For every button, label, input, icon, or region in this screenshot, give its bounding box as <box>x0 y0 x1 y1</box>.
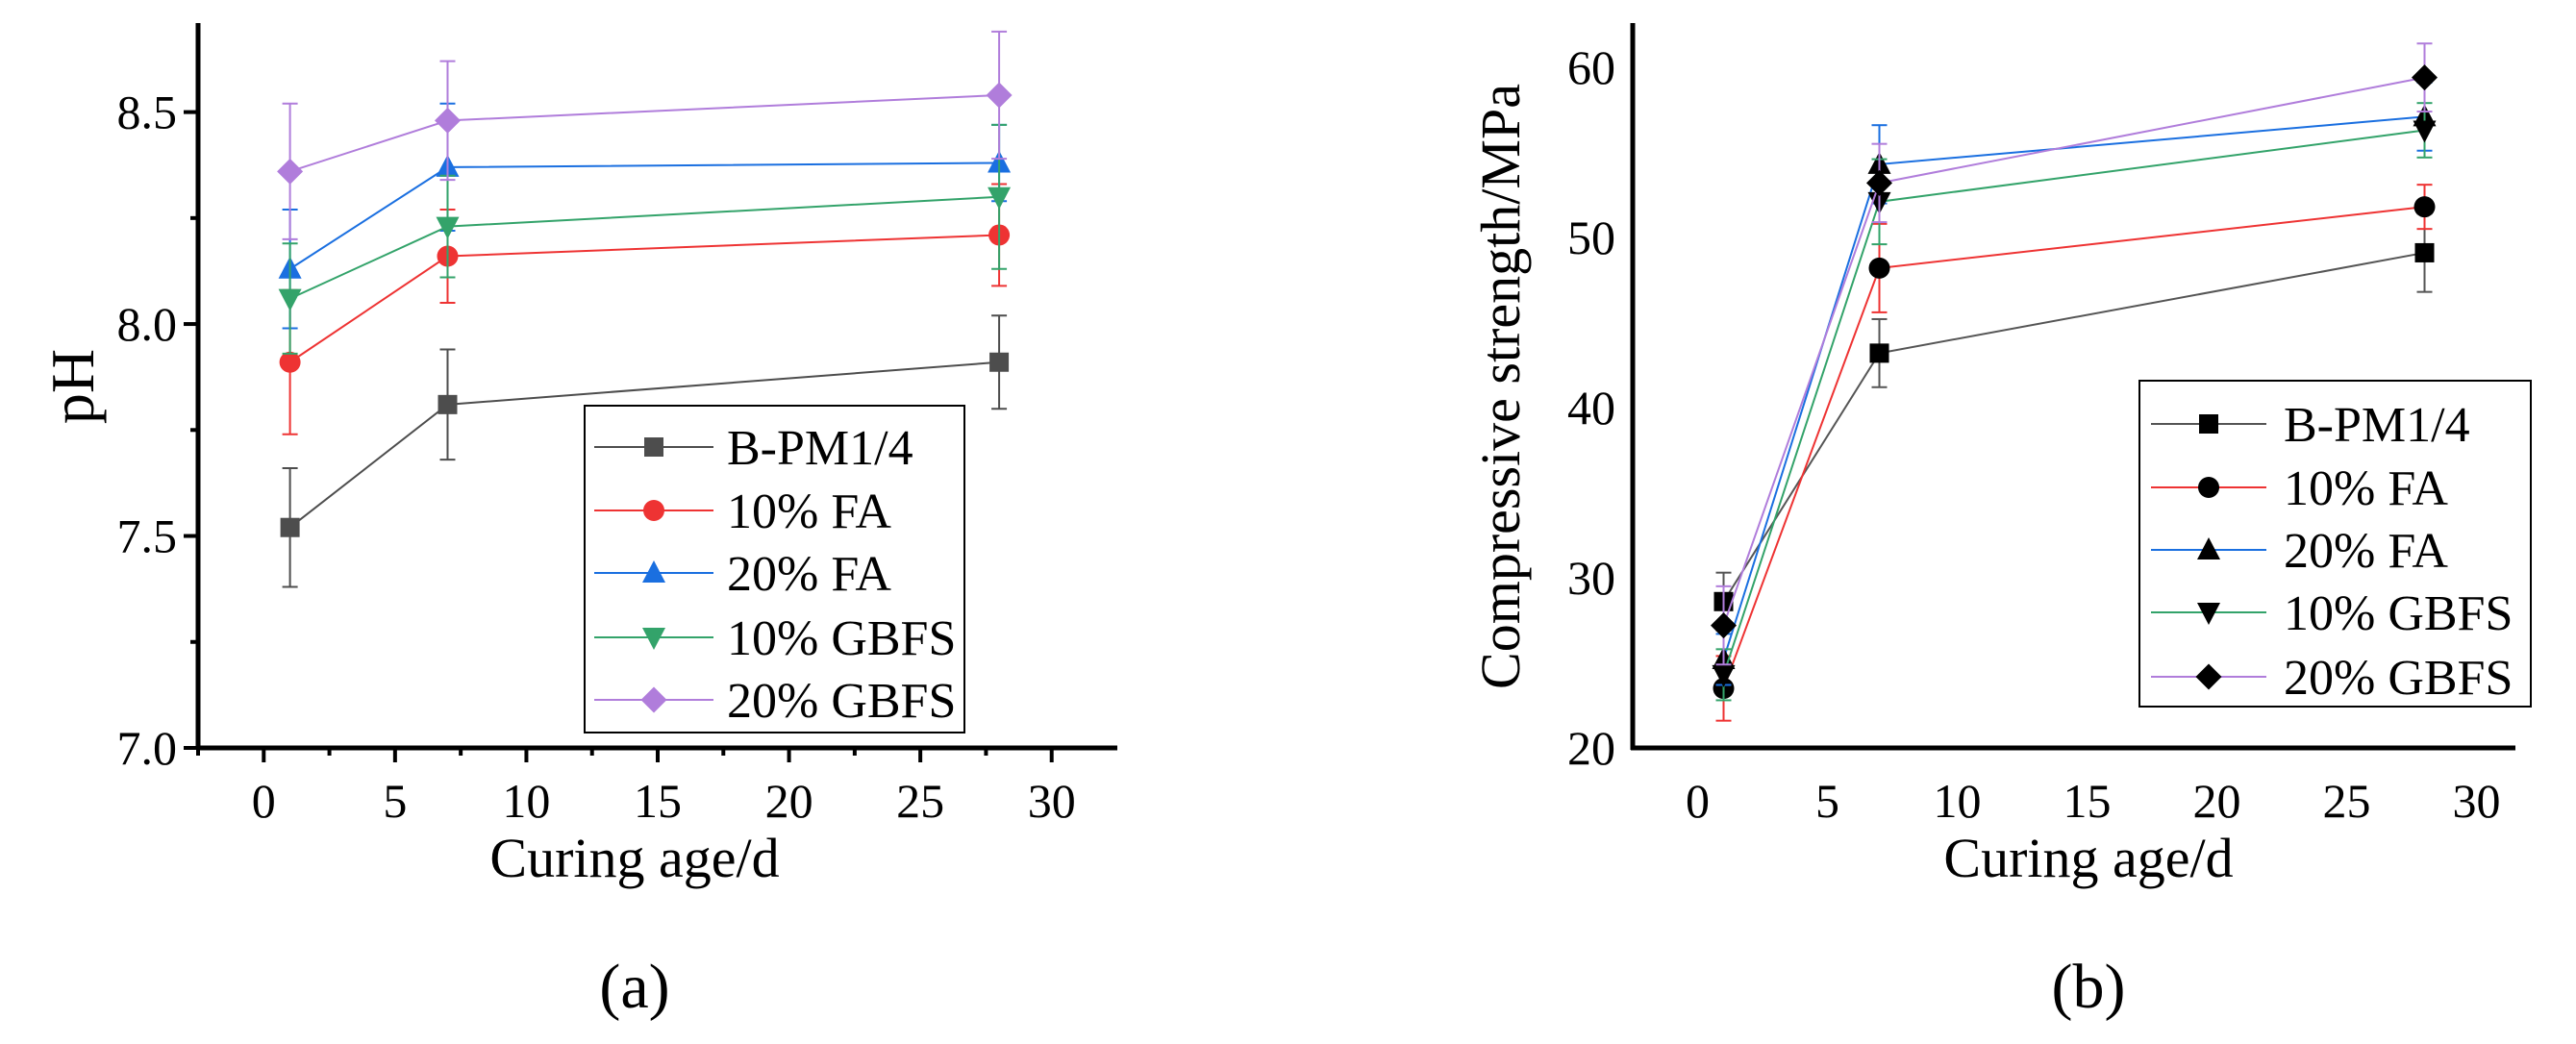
chart-b-legend-label: 20% FA <box>2284 524 2448 579</box>
chart-a-data-point-triangle-down-marker <box>436 216 460 239</box>
chart-a-data-point-circle-marker <box>279 351 301 373</box>
chart-a-series-line <box>289 234 1000 363</box>
chart-a-data-point-triangle-down-marker <box>988 186 1012 210</box>
chart-a-data-point-diamond-marker <box>986 82 1013 109</box>
chart-b-data-point-circle-marker <box>1868 257 1890 279</box>
chart-a-ph: Curing age/d pH (a) 0 5 10 15 20 25 30 7.0 7.5 8.… <box>38 23 1117 1022</box>
chart-a-series-1 <box>279 183 1011 435</box>
chart-a-data-point-square-marker <box>280 517 300 537</box>
chart-b-y-tick-label: 30 <box>1567 551 1615 605</box>
chart-b-x-tick-label: 25 <box>2323 774 2371 828</box>
chart-a-legend-label: 20% FA <box>727 547 891 602</box>
chart-b-x-tick-label: 30 <box>2453 774 2501 828</box>
chart-b-data-point-square-marker <box>2414 242 2435 262</box>
chart-b-legend-box <box>2138 380 2532 708</box>
chart-b-data-point-diamond-marker <box>1711 612 1737 639</box>
chart-a-x-tick-label: 25 <box>896 774 944 828</box>
chart-a-legend-triangle-up-marker <box>642 560 665 583</box>
chart-b-data-point-triangle-down-marker <box>2413 120 2437 143</box>
chart-b-x-tick-label: 20 <box>2193 774 2241 828</box>
chart-a-series-3 <box>278 123 1012 355</box>
chart-a-panel-label: (a) <box>599 952 669 1022</box>
chart-b-data-point-diamond-marker <box>1866 169 1892 196</box>
chart-b-legend: B-PM1/4 10% FA 20% FA 10% GBFS 20% GBFS <box>2138 380 2532 708</box>
chart-a-legend-triangle-down-marker <box>642 628 665 650</box>
chart-b-legend-circle-marker <box>2198 477 2219 498</box>
chart-a-legend-label: 10% GBFS <box>727 611 956 666</box>
chart-a-x-tick-label: 30 <box>1028 774 1076 828</box>
chart-b-y-tick-label: 50 <box>1567 211 1615 264</box>
chart-a-data-point-square-marker <box>438 394 458 414</box>
chart-b-x-tick-label: 5 <box>1815 774 1839 828</box>
chart-a-x-tick-label: 15 <box>634 774 682 828</box>
chart-b-legend-label: 20% GBFS <box>2284 651 2513 706</box>
chart-a-legend-box <box>584 405 965 733</box>
chart-b-compressive-strength: Curing age/d Compressive strength/MPa (b… <box>1469 23 2532 1022</box>
chart-b-ylabel: Compressive strength/MPa <box>1469 84 1532 689</box>
chart-b-series-4 <box>1711 42 2438 666</box>
chart-a-legend-label: 10% FA <box>727 485 891 539</box>
chart-a-x-tick-label: 20 <box>765 774 813 828</box>
chart-a-x-tick-label: 0 <box>252 774 276 828</box>
chart-b-y-tick-label: 40 <box>1567 381 1615 435</box>
chart-b-x-tick-label: 0 <box>1686 774 1710 828</box>
chart-b-legend-triangle-up-marker <box>2197 537 2220 559</box>
chart-a-legend-label: 20% GBFS <box>727 674 956 729</box>
chart-a-data-point-square-marker <box>989 352 1010 372</box>
chart-b-legend-diamond-marker <box>2195 663 2222 690</box>
chart-b-data-point-square-marker <box>1869 343 1889 363</box>
chart-b-panel-label: (b) <box>2052 952 2126 1022</box>
chart-a-x-tick-label: 5 <box>383 774 407 828</box>
chart-b-data-point-diamond-marker <box>2412 64 2438 91</box>
chart-b-x-tick-label: 15 <box>2063 774 2112 828</box>
chart-b-legend-label: B-PM1/4 <box>2284 398 2470 453</box>
chart-a-ylabel: pH <box>38 349 107 424</box>
chart-a-y-tick-label: 8.0 <box>117 297 178 351</box>
chart-b-y-tick-label: 60 <box>1567 40 1615 94</box>
chart-a-data-point-diamond-marker <box>434 107 461 134</box>
chart-a-x-tick-label: 10 <box>502 774 550 828</box>
chart-a-data-point-diamond-marker <box>277 158 304 185</box>
chart-b-x-tick-label: 10 <box>1934 774 1982 828</box>
chart-a-series-4 <box>277 30 1013 240</box>
chart-a-legend-circle-marker <box>643 500 664 521</box>
chart-a-data-point-triangle-down-marker <box>278 288 302 311</box>
chart-a-legend-square-marker <box>644 437 663 457</box>
chart-b-legend-triangle-down-marker <box>2197 603 2220 625</box>
chart-a-legend: B-PM1/4 10% FA 20% FA 10% GBFS 20% GBFS <box>584 405 965 733</box>
chart-b-legend-square-marker <box>2199 414 2218 434</box>
chart-b-xlabel: Curing age/d <box>1943 827 2233 889</box>
chart-a-y-tick-label: 7.0 <box>117 721 178 775</box>
chart-b-legend-label: 10% FA <box>2284 461 2448 516</box>
chart-b-data-point-triangle-down-marker <box>1712 664 1736 687</box>
chart-b-data-point-circle-marker <box>2413 196 2436 218</box>
chart-a-xlabel: Curing age/d <box>489 827 779 889</box>
chart-a-series-0 <box>280 314 1010 588</box>
chart-a-legend-label: B-PM1/4 <box>727 421 913 476</box>
chart-a-legend-diamond-marker <box>640 686 667 713</box>
chart-b-legend-label: 10% GBFS <box>2284 586 2513 641</box>
chart-a-y-tick-label: 8.5 <box>117 86 178 139</box>
chart-a-y-tick-label: 7.5 <box>117 510 178 563</box>
chart-a-series-line <box>289 93 1000 173</box>
chart-b-y-tick-label: 20 <box>1567 721 1615 775</box>
